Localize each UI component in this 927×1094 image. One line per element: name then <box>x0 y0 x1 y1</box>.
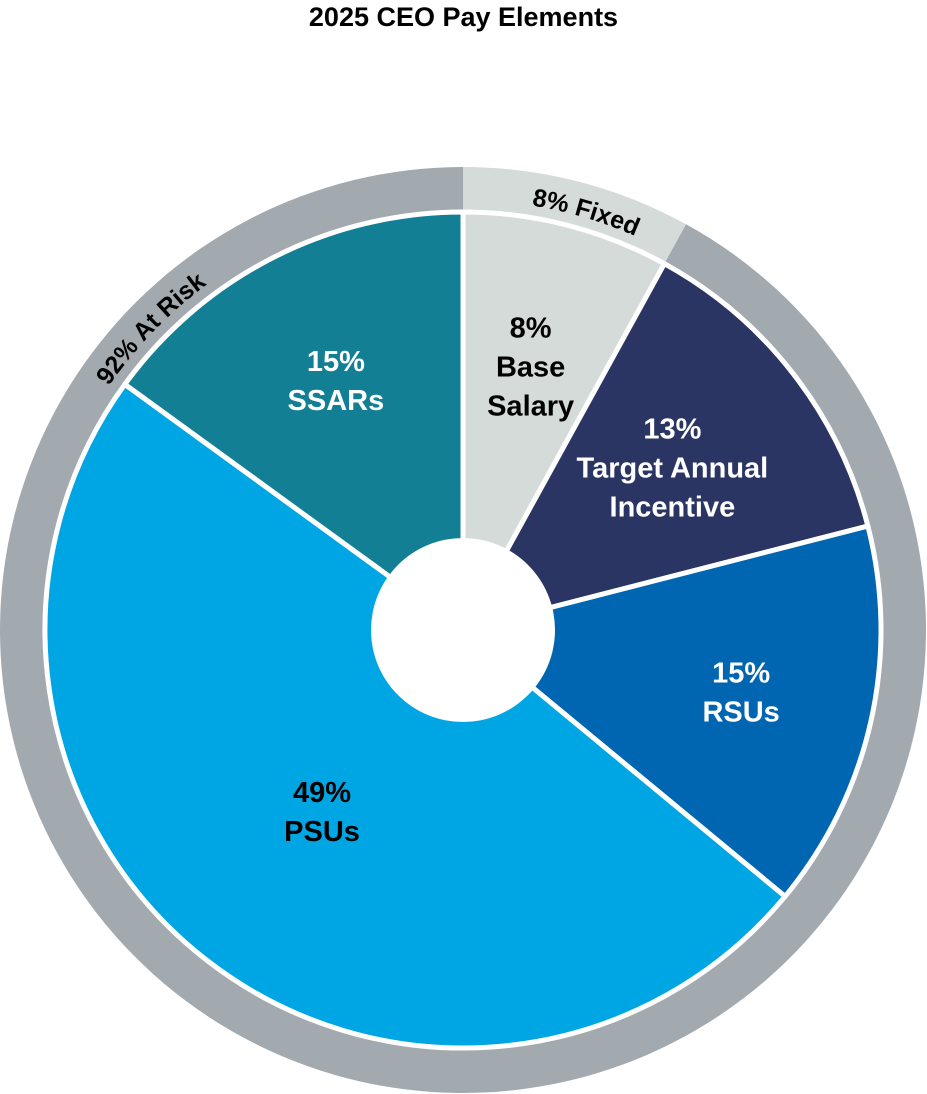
center-hole <box>371 538 555 722</box>
slice-label-ssars: 15% SSARs <box>288 346 385 417</box>
slice-target-annual-incentive <box>460 261 871 633</box>
slice-label-target-annual-incentive: 13% Target Annual Incentive <box>577 414 769 524</box>
slice-base-salary <box>460 209 667 633</box>
slice-label-rsus: 15% RSUs <box>702 658 779 729</box>
slice-ssars <box>122 209 466 633</box>
slice-label-psus: 49% PSUs <box>284 777 360 848</box>
slice-label-base-salary: 8% Base Salary <box>487 313 574 423</box>
chart-title: 2025 CEO Pay Elements <box>308 2 619 32</box>
slice-psus <box>42 381 788 1051</box>
slice-rsus <box>460 523 884 899</box>
pie-slices <box>42 209 884 1051</box>
